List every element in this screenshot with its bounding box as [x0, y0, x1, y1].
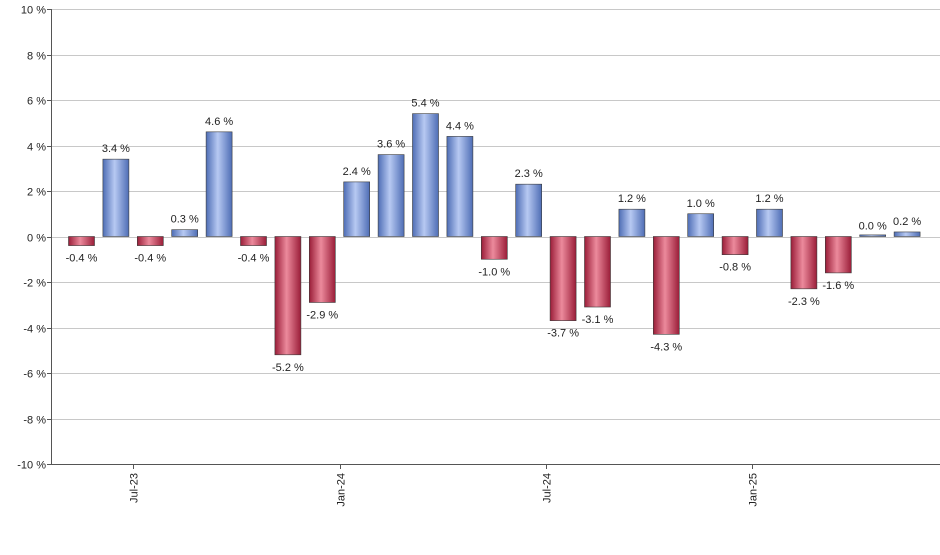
x-tick-label: Jul-24	[542, 473, 554, 503]
data-label: 5.4 %	[411, 98, 439, 110]
y-tick-label: 10 %	[21, 5, 46, 17]
bar	[480, 236, 508, 260]
bar	[205, 131, 233, 237]
bar	[515, 183, 543, 237]
bar	[790, 236, 818, 290]
bar-data-labels: -0.4 % 3.4 % -0.4 % 0.3 % 4.6 % -0.4 % -5.2 % -…	[66, 98, 922, 374]
data-label: -0.8 %	[719, 262, 751, 274]
y-tick-label: -2 %	[23, 278, 46, 290]
data-label: 1.0 %	[687, 198, 715, 210]
data-label: 4.6 %	[205, 116, 233, 128]
x-tick-label: Jan-25	[748, 473, 760, 507]
bar	[687, 213, 715, 237]
bar	[652, 236, 680, 335]
bar	[377, 154, 405, 237]
y-tick-label: 0 %	[27, 233, 46, 245]
data-label: -2.9 %	[306, 309, 338, 321]
y-axis-tick-labels: 10 % 8 % 6 % 4 % 2 % 0 % -2 % -4 % -6 % -8 % -10 %	[17, 5, 51, 472]
y-tick-label: -6 %	[23, 369, 46, 381]
data-label: -4.3 %	[650, 341, 682, 353]
bar	[721, 236, 749, 256]
data-label: 2.4 %	[343, 166, 371, 178]
bar	[171, 229, 198, 237]
bar	[549, 236, 577, 321]
data-label: 3.6 %	[377, 139, 405, 151]
y-tick-label: -8 %	[23, 415, 46, 427]
bar	[756, 208, 783, 237]
bars	[68, 113, 921, 356]
data-label: -0.4 %	[134, 253, 166, 265]
y-tick-label: -10 %	[17, 460, 46, 472]
bar	[240, 236, 267, 246]
data-label: -3.7 %	[547, 328, 579, 340]
bar	[618, 208, 646, 237]
data-label: 2.3 %	[515, 168, 543, 180]
bar	[859, 234, 887, 237]
data-label: -5.2 %	[272, 362, 304, 374]
data-label: -1.6 %	[822, 280, 854, 292]
x-tick-label: Jul-23	[129, 473, 141, 503]
data-label: -3.1 %	[582, 314, 614, 326]
data-label: 0.0 %	[859, 221, 887, 233]
data-label: -0.4 %	[66, 253, 98, 265]
bar	[274, 236, 302, 356]
y-tick-label: 2 %	[27, 187, 46, 199]
data-label: 4.4 %	[446, 120, 474, 132]
bar	[308, 236, 336, 303]
bar	[343, 181, 371, 237]
y-tick-label: -4 %	[23, 324, 46, 336]
data-label: -1.0 %	[478, 266, 510, 278]
bar	[824, 236, 852, 274]
y-tick-label: 8 %	[27, 51, 46, 63]
bar	[584, 236, 611, 308]
data-label: -2.3 %	[788, 296, 820, 308]
y-tick-label: 6 %	[27, 96, 46, 108]
axes	[51, 9, 940, 465]
bar	[137, 236, 164, 246]
data-label: 1.2 %	[618, 193, 646, 205]
x-axis-tick-labels: Jul-23 Jan-24 Jul-24 Jan-25	[129, 464, 760, 507]
bar	[68, 236, 95, 246]
data-label: -0.4 %	[238, 253, 270, 265]
x-tick-label: Jan-24	[336, 473, 348, 507]
bar	[102, 158, 130, 237]
data-label: 3.4 %	[102, 143, 130, 155]
bar	[446, 136, 474, 237]
y-tick-label: 4 %	[27, 142, 46, 154]
bar	[893, 231, 921, 237]
bar	[412, 113, 439, 237]
data-label: 0.2 %	[893, 216, 921, 228]
data-label: 0.3 %	[171, 214, 199, 226]
data-label: 1.2 %	[755, 193, 783, 205]
